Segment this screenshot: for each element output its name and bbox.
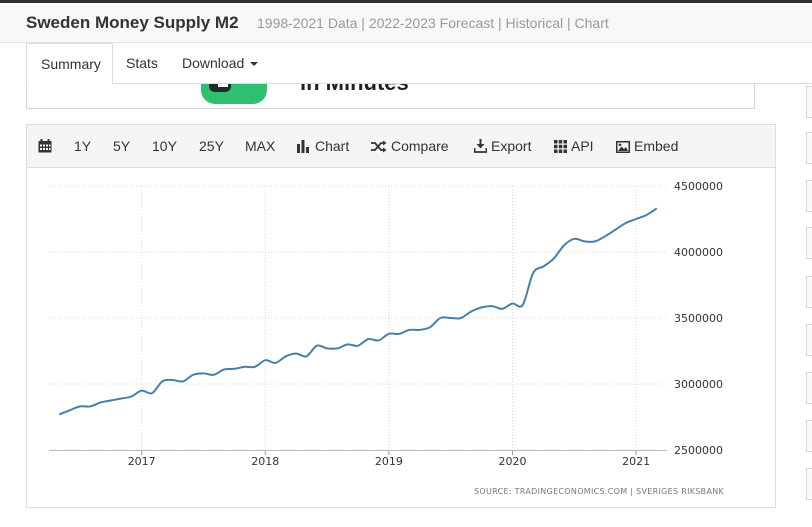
chart-button-label: Chart xyxy=(315,138,350,154)
image-icon xyxy=(616,141,630,153)
x-tick-label: 2019 xyxy=(375,455,403,468)
api-button[interactable]: API xyxy=(554,125,594,167)
range-25y-button[interactable]: 25Y xyxy=(199,138,224,154)
tab-download-label: Download xyxy=(182,55,245,71)
api-button-label: API xyxy=(571,138,594,154)
calendar-icon xyxy=(38,139,52,153)
side-box xyxy=(806,468,812,500)
embed-button[interactable]: Embed xyxy=(616,125,678,167)
side-box xyxy=(806,420,812,452)
side-box xyxy=(806,180,812,212)
money-supply-series-line xyxy=(58,207,658,416)
bar-chart-icon xyxy=(297,140,309,153)
tab-download[interactable]: Download xyxy=(182,43,259,83)
grid-icon xyxy=(554,140,567,153)
ad-logo-shape xyxy=(209,84,231,92)
tab-summary[interactable]: Summary xyxy=(26,43,113,83)
tab-bar: Summary Stats Download xyxy=(26,43,812,83)
compare-button-label: Compare xyxy=(391,138,449,154)
range-max-button[interactable]: MAX xyxy=(245,138,276,154)
chart-button[interactable]: Chart xyxy=(297,125,349,167)
y-tick-label: 4000000 xyxy=(674,246,723,259)
page-header: Sweden Money Supply M2 1998-2021 Data | … xyxy=(0,3,812,43)
range-1y-button[interactable]: 1Y xyxy=(74,138,92,154)
shuffle-icon xyxy=(371,140,387,153)
page-subtitle: 1998-2021 Data | 2022-2023 Forecast | Hi… xyxy=(257,15,609,31)
embed-button-label: Embed xyxy=(634,138,679,154)
side-box xyxy=(806,372,812,404)
tab-stats-label: Stats xyxy=(126,55,158,71)
x-tick-label: 2020 xyxy=(499,455,527,468)
y-tick-label: 3500000 xyxy=(674,312,723,325)
ad-banner[interactable]: in Minutes xyxy=(26,84,755,109)
side-box xyxy=(806,324,812,356)
compare-button[interactable]: Compare xyxy=(371,125,449,167)
calendar-button[interactable] xyxy=(38,125,56,167)
x-tick-label: 2018 xyxy=(251,455,279,468)
side-box xyxy=(806,227,812,259)
download-icon xyxy=(473,139,488,153)
page-title: Sweden Money Supply M2 xyxy=(26,13,239,32)
chart-panel: 1Y 5Y 10Y 25Y MAX Chart Compare Export xyxy=(26,124,776,508)
x-tick-label: 2017 xyxy=(128,455,156,468)
ad-logo-icon xyxy=(201,84,267,104)
document-icon xyxy=(217,84,229,88)
export-button[interactable]: Export xyxy=(473,125,532,167)
range-5y-button[interactable]: 5Y xyxy=(113,138,131,154)
x-tick-label: 2021 xyxy=(622,455,650,468)
ad-text: in Minutes xyxy=(300,84,409,96)
right-side-panel xyxy=(806,84,812,527)
side-box xyxy=(806,276,812,308)
side-box xyxy=(806,86,812,118)
chart-source: SOURCE: TRADINGECONOMICS.COM | SVERIGES … xyxy=(474,487,725,496)
tab-divider xyxy=(112,83,812,84)
y-tick-label: 3000000 xyxy=(674,378,723,391)
y-tick-label: 2500000 xyxy=(674,444,723,457)
caret-down-icon xyxy=(250,62,259,67)
export-button-label: Export xyxy=(491,138,532,154)
y-tick-label: 4500000 xyxy=(674,180,723,193)
range-10y-button[interactable]: 10Y xyxy=(152,138,177,154)
tab-summary-label: Summary xyxy=(41,56,101,72)
side-box xyxy=(806,132,812,164)
chart-toolbar: 1Y 5Y 10Y 25Y MAX Chart Compare Export xyxy=(27,125,775,168)
tab-stats[interactable]: Stats xyxy=(126,43,158,83)
top-dark-bar xyxy=(0,0,812,3)
